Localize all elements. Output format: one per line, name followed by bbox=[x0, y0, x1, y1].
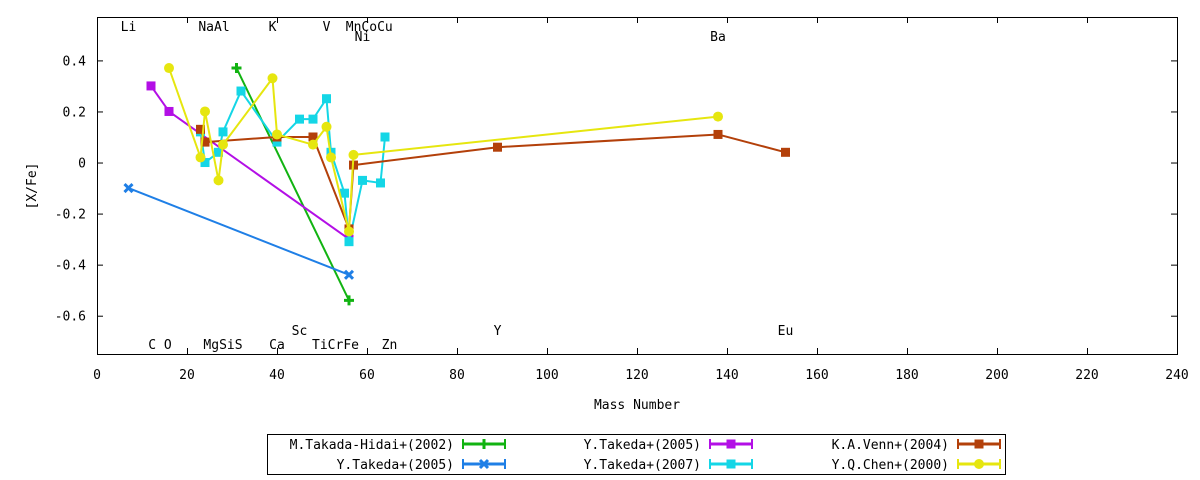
element-label: Ba bbox=[710, 30, 726, 45]
data-point bbox=[380, 132, 390, 142]
data-point bbox=[200, 158, 210, 168]
x-tick-label: 60 bbox=[359, 368, 375, 383]
x-axis-title: Mass Number bbox=[594, 398, 680, 413]
data-point bbox=[344, 295, 354, 306]
data-point bbox=[308, 139, 318, 150]
data-point bbox=[195, 152, 206, 163]
data-point bbox=[267, 73, 278, 84]
legend-label: M.Takada-Hidai+(2002) bbox=[290, 438, 454, 453]
data-point bbox=[493, 142, 502, 152]
element-label: MnCoCu bbox=[346, 20, 393, 35]
legend-marker bbox=[478, 458, 490, 470]
data-point bbox=[164, 106, 174, 116]
data-point bbox=[272, 137, 282, 147]
data-point bbox=[713, 129, 723, 139]
data-point bbox=[123, 182, 134, 194]
y-tick-label: -0.4 bbox=[55, 259, 86, 274]
y-tick-label: -0.6 bbox=[55, 310, 86, 325]
legend-box bbox=[267, 434, 1006, 475]
series-line bbox=[235, 67, 350, 301]
x-tick-label: 160 bbox=[805, 368, 828, 383]
element-label: TiCrFe bbox=[312, 338, 359, 353]
element-label: Zn bbox=[382, 338, 398, 353]
y-axis-title: [X/Fe] bbox=[25, 163, 40, 210]
data-point bbox=[196, 124, 205, 134]
element-label: MgSiS bbox=[203, 338, 242, 353]
x-tick-label: 180 bbox=[895, 368, 918, 383]
data-point bbox=[344, 226, 354, 237]
data-point bbox=[295, 114, 304, 124]
legend-label: Y.Takeda+(2007) bbox=[584, 458, 701, 473]
legend-label: K.A.Venn+(2004) bbox=[832, 438, 949, 453]
data-point bbox=[213, 175, 224, 186]
data-point bbox=[200, 106, 210, 117]
x-tick-label: 120 bbox=[625, 368, 648, 383]
y-tick-label: 0.4 bbox=[63, 54, 87, 69]
legend-label: Y.Q.Chen+(2000) bbox=[832, 458, 949, 473]
x-tick-label: 140 bbox=[715, 368, 738, 383]
element-label: Sc bbox=[292, 324, 308, 339]
data-point bbox=[376, 178, 385, 188]
data-point bbox=[326, 152, 336, 163]
axis-ticks: 0 20 40 60 80 100 120 140 160 180 200 220 240 -0.6 -0.… bbox=[55, 17, 1189, 383]
data-point bbox=[344, 237, 354, 247]
x-tick-label: 240 bbox=[1165, 368, 1188, 383]
data-point bbox=[308, 114, 318, 124]
legend: M.Takada-Hidai+(2002) Y.Takeda+(2005) Y.Ta… bbox=[267, 434, 1006, 475]
data-point bbox=[218, 139, 228, 150]
element-label: V bbox=[323, 20, 331, 35]
data-point bbox=[164, 63, 174, 74]
legend-marker bbox=[479, 439, 489, 449]
y-tick-label: 0.2 bbox=[63, 105, 86, 120]
element-label: Ni bbox=[355, 30, 371, 45]
data-point bbox=[308, 132, 318, 142]
legend-label: Y.Takeda+(2005) bbox=[584, 438, 701, 453]
y-tick-label: -0.2 bbox=[55, 208, 86, 223]
x-tick-label: 100 bbox=[535, 368, 558, 383]
element-label: Li bbox=[121, 20, 137, 35]
x-tick-label: 20 bbox=[179, 368, 195, 383]
y-tick-label: 0 bbox=[78, 157, 86, 172]
legend-marker bbox=[974, 459, 984, 469]
element-label: NaAl bbox=[198, 20, 229, 35]
data-point bbox=[348, 149, 359, 160]
x-tick-label: 0 bbox=[93, 368, 101, 383]
x-tick-label: 80 bbox=[449, 368, 465, 383]
data-point bbox=[340, 188, 349, 198]
legend-marker bbox=[726, 439, 736, 449]
series-1 bbox=[123, 182, 355, 280]
series-5 bbox=[164, 63, 723, 237]
data-point bbox=[146, 81, 156, 91]
data-point bbox=[321, 121, 332, 132]
data-point bbox=[231, 63, 242, 74]
element-label: Ca bbox=[269, 338, 285, 353]
legend-label: Y.Takeda+(2005) bbox=[337, 458, 454, 473]
data-point bbox=[200, 137, 210, 147]
x-tick-label: 200 bbox=[985, 368, 1008, 383]
data-point bbox=[236, 86, 246, 96]
data-point bbox=[272, 129, 282, 140]
series-0 bbox=[231, 63, 354, 306]
element-label: C O bbox=[148, 338, 172, 353]
data-point bbox=[322, 94, 331, 104]
data-point bbox=[358, 175, 367, 185]
x-tick-label: 220 bbox=[1075, 368, 1098, 383]
x-tick-label: 40 bbox=[269, 368, 285, 383]
data-point bbox=[781, 147, 790, 157]
element-label: Y bbox=[494, 324, 502, 339]
legend-marker bbox=[726, 459, 736, 469]
element-label: Eu bbox=[778, 324, 794, 339]
data-point bbox=[713, 111, 723, 122]
series-layer bbox=[123, 63, 790, 306]
element-label: K bbox=[269, 20, 277, 35]
legend-marker bbox=[974, 439, 984, 449]
data-point bbox=[218, 127, 228, 137]
data-point bbox=[214, 147, 223, 157]
data-point bbox=[343, 269, 355, 280]
series-line bbox=[128, 187, 350, 276]
